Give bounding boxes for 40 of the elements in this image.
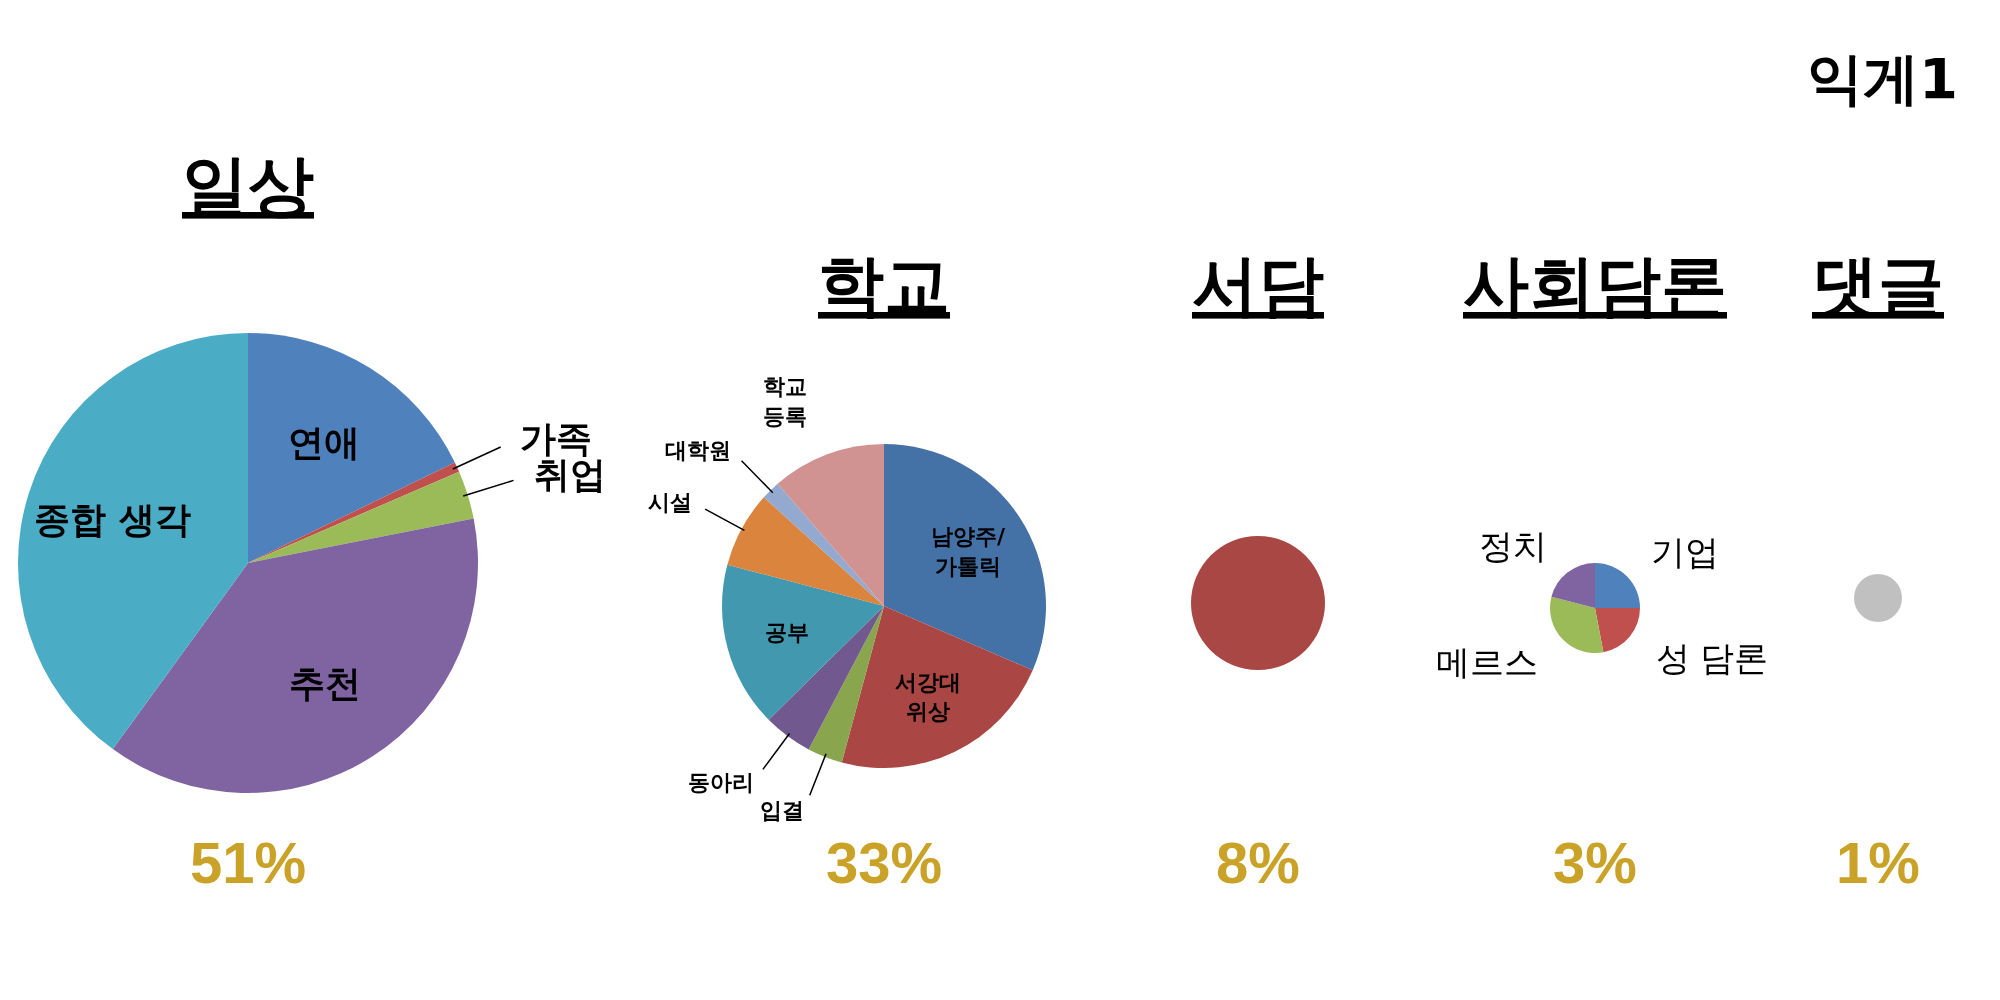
chart-title: 댓글 [1812,247,1944,324]
slice-label: 연애 [287,421,360,463]
slice-label: 기업 [1650,532,1719,573]
slice-label: 입결 [760,797,805,823]
slice-label: 동아리 [687,769,754,795]
pie-slice [727,497,884,606]
text: 33% [825,830,943,895]
pie-slice [18,333,248,750]
slice-label: 남양주/ 가톨릭 [930,523,1006,579]
pie-slice [1595,563,1640,608]
text: 8% [1216,830,1300,895]
slice-label: 종합 생각 [34,498,191,540]
chart-title: 서담 [1192,247,1324,324]
pie-slice [1551,563,1595,608]
slice-label: 정치 [1478,525,1547,566]
chart-title: 사회담론 [1463,247,1727,324]
chart-title: 학교 [818,247,950,324]
pie-slice [1595,608,1640,653]
text: 익게1 [1807,46,1958,111]
pie-slice [808,606,884,763]
slice-label: 추천 [288,662,361,704]
slice-label: 대학원 [664,437,731,463]
slice-label: 서강대 위상 [894,669,961,724]
pie-slice [841,606,1033,768]
slice-label: 메르스 [1435,641,1538,682]
slice-label: 시설 [647,489,692,515]
slice-label: 학교 등록 [763,373,808,429]
slice-label: 성 담론 [1655,638,1769,679]
slice-label: 공부 [764,619,809,645]
pie-slice [884,444,1046,671]
pie-slice [763,483,884,606]
text: 1% [1836,830,1920,895]
text: 3% [1553,830,1637,895]
pie-slice [768,606,884,750]
pie-slice [1550,596,1604,653]
pie-slice [248,333,455,563]
pie-slice [777,444,884,606]
chart-title: 일상 [182,147,314,224]
text: 51% [189,830,307,895]
pie-slice [722,564,884,720]
